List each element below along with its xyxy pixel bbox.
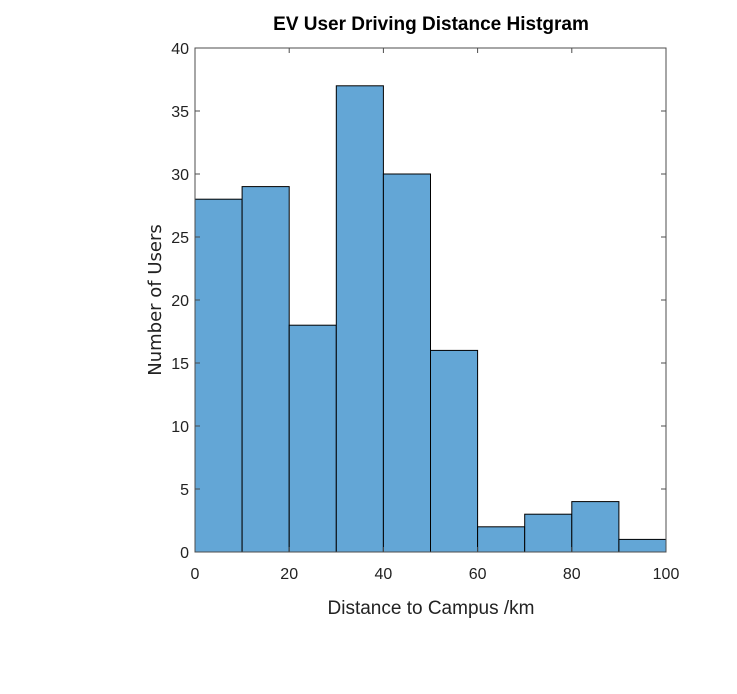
histogram-bar-1	[241, 186, 290, 553]
axes-group: 0 20 40 60 80 100 0 5 10 15 20 25 30 35 40	[171, 41, 679, 583]
histogram-bar-3	[335, 85, 384, 553]
y-tick-label-5: 25	[171, 230, 189, 247]
x-tick-label-5: 100	[653, 566, 680, 583]
y-tick-label-2: 10	[171, 419, 189, 436]
y-tick-label-6: 30	[171, 167, 189, 184]
x-tick-label-1: 20	[280, 566, 298, 583]
y-tick-label-1: 5	[180, 482, 189, 499]
y-tick-label-4: 20	[171, 293, 189, 310]
histogram-bar-7	[524, 513, 573, 553]
y-tick-label-0: 0	[180, 545, 189, 562]
histogram-bar-5	[430, 349, 479, 553]
bars-group	[194, 85, 667, 553]
histogram-bar-8	[571, 501, 620, 553]
y-axis-label: Number of Users	[145, 224, 166, 376]
x-tick-label-0: 0	[191, 566, 200, 583]
x-axis-label: Distance to Campus /km	[328, 598, 535, 619]
histogram-bar-6	[477, 526, 526, 553]
chart-title: EV User Driving Distance Histgram	[273, 14, 589, 35]
y-tick-label-7: 35	[171, 104, 189, 121]
x-tick-label-3: 60	[469, 566, 487, 583]
histogram-bar-2	[288, 324, 337, 553]
histogram-bar-0	[194, 198, 243, 553]
y-tick-label-3: 15	[171, 356, 189, 373]
y-tick-label-8: 40	[171, 41, 189, 58]
histogram-bar-4	[382, 173, 431, 553]
x-tick-label-2: 40	[375, 566, 393, 583]
x-tick-label-4: 80	[563, 566, 581, 583]
histogram-bar-9	[618, 538, 667, 553]
